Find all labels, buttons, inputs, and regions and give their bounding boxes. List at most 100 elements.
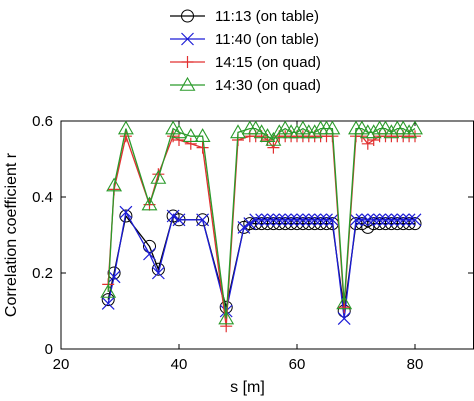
data-point <box>408 217 422 231</box>
data-point <box>182 128 199 142</box>
triangle-marker <box>377 120 394 135</box>
data-point <box>373 213 387 227</box>
triangle-marker <box>294 120 311 135</box>
legend: 11:13 (on table) 11:40 (on table) 14:15 (o… <box>170 8 321 94</box>
triangle-marker <box>253 124 270 139</box>
series-3 <box>102 130 421 333</box>
data-point <box>284 213 298 227</box>
x-marker <box>143 247 156 261</box>
triangle-marker <box>230 124 246 139</box>
plus-marker <box>119 130 132 143</box>
data-point <box>181 9 194 23</box>
plus-marker <box>267 141 280 154</box>
circle-marker <box>181 9 194 23</box>
y-tick-label: 0.4 <box>32 189 53 206</box>
data-point <box>171 124 187 139</box>
triangle-marker <box>218 310 235 325</box>
y-tick-label: 0.2 <box>32 265 53 282</box>
data-point <box>320 213 333 227</box>
x-marker <box>379 213 392 227</box>
data-point <box>377 120 394 135</box>
legend-label: 11:40 (on table) <box>215 31 319 48</box>
data-point <box>296 213 310 227</box>
data-point <box>117 120 134 135</box>
circle-marker <box>119 209 133 223</box>
data-point <box>179 76 196 91</box>
circle-marker <box>402 217 416 231</box>
data-point <box>383 124 400 139</box>
x-marker <box>384 213 398 227</box>
x-marker <box>243 217 257 231</box>
data-point <box>325 213 339 227</box>
data-point <box>151 266 165 280</box>
legend-item: 11:40 (on table) <box>170 31 319 48</box>
triangle-marker <box>271 124 288 139</box>
data-point <box>384 213 398 227</box>
data-point <box>365 124 382 139</box>
data-point <box>379 213 392 227</box>
triangle-marker <box>383 124 400 139</box>
data-point <box>194 128 211 142</box>
legend-label: 14:30 (on quad) <box>215 77 321 94</box>
data-point <box>401 124 418 139</box>
data-point <box>294 120 311 135</box>
data-point <box>353 120 370 135</box>
x-marker <box>361 213 375 227</box>
data-point <box>390 213 404 227</box>
series-4 <box>100 120 423 325</box>
x-marker <box>255 213 269 227</box>
triangle-marker <box>265 131 282 146</box>
data-point <box>324 120 341 135</box>
data-point <box>151 262 165 276</box>
x-marker <box>266 213 280 227</box>
data-point <box>278 213 292 227</box>
data-point <box>308 213 322 227</box>
data-point <box>261 213 274 227</box>
triangle-marker <box>182 128 199 142</box>
x-marker <box>308 213 322 227</box>
data-point <box>100 283 117 298</box>
data-point <box>237 220 251 234</box>
triangle-marker <box>306 124 323 139</box>
series-line <box>107 210 415 319</box>
legend-item: 11:13 (on table) <box>170 8 319 25</box>
x-marker <box>402 213 416 227</box>
plus-marker <box>196 141 209 154</box>
series-1 <box>101 209 422 318</box>
circle-marker <box>143 239 156 253</box>
data-point <box>306 124 323 139</box>
data-point <box>119 209 133 223</box>
x-axis-label: s [m] <box>230 379 265 396</box>
x-marker <box>373 213 387 227</box>
x-marker <box>302 213 316 227</box>
data-point <box>181 32 194 46</box>
data-point <box>277 120 294 135</box>
data-point <box>395 120 412 135</box>
legend-label: 11:13 (on table) <box>215 8 319 25</box>
data-point <box>101 296 115 310</box>
x-marker <box>101 296 115 310</box>
triangle-marker <box>171 124 187 139</box>
triangle-marker <box>165 120 182 135</box>
triangle-marker <box>365 124 382 139</box>
data-point <box>407 120 423 135</box>
x-marker <box>290 213 304 227</box>
x-marker <box>325 213 339 227</box>
data-point <box>165 120 182 135</box>
x-axis: 20 40 60 80 <box>53 121 423 373</box>
data-point <box>218 310 235 325</box>
x-marker <box>349 213 363 227</box>
x-marker <box>181 32 194 46</box>
triangle-marker <box>100 283 117 298</box>
x-marker <box>196 213 210 227</box>
triangle-marker <box>401 124 418 139</box>
legend-label: 14:15 (on quad) <box>215 54 321 71</box>
data-point <box>196 213 210 227</box>
data-point <box>255 213 269 227</box>
x-marker <box>367 213 381 227</box>
data-point <box>166 209 180 223</box>
data-point <box>249 213 263 227</box>
triangle-marker <box>336 295 353 310</box>
data-point <box>259 128 276 142</box>
